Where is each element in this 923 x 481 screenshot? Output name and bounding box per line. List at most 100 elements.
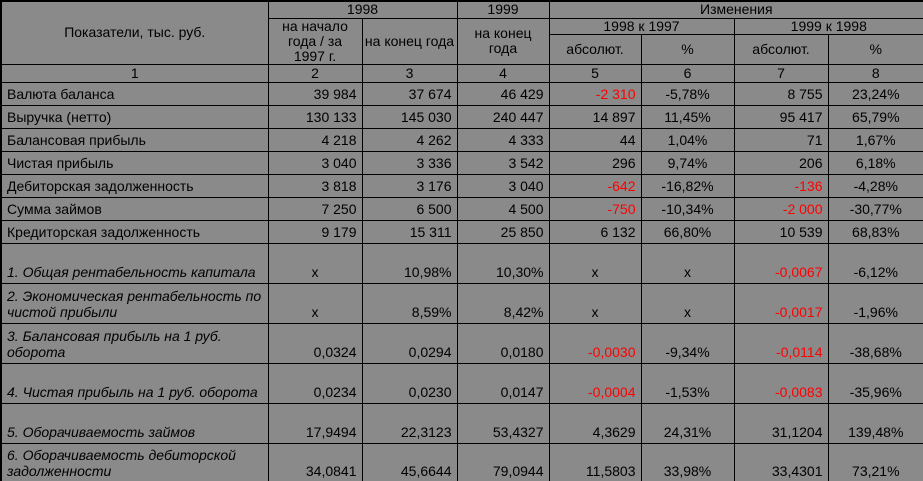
table-row: 4. Чистая прибыль на 1 руб. оборота 0,023… <box>0 362 923 404</box>
row-label: Дебиторская задолженность <box>0 173 269 198</box>
col-number: 2 <box>267 63 363 83</box>
header-year-1999: 1999 <box>456 0 550 19</box>
value-cell: -0,0004 <box>548 362 642 404</box>
col-number: 6 <box>640 63 735 83</box>
table-row: Балансовая прибыль 4 218 4 262 4 333 44 1,04%… <box>0 127 923 152</box>
value-cell: 0,0324 <box>267 322 363 364</box>
value-cell: 4 500 <box>456 196 550 221</box>
value-cell: 15 311 <box>361 219 458 244</box>
value-cell: 0,0234 <box>267 362 363 404</box>
header-row-years: Показатели, тыс. руб. 1998 1999 Изменени… <box>0 0 923 65</box>
value-cell: 3 818 <box>267 173 363 198</box>
row-label: 6. Оборачиваемость дебиторской задолженн… <box>0 442 269 481</box>
value-cell: 31,1204 <box>733 402 829 444</box>
table-body: Валюта баланса 39 984 37 674 46 429 -2 310 -5… <box>0 81 923 481</box>
table-row: Сумма займов 7 250 6 500 4 500 -750 -10,34% -2… <box>0 196 923 221</box>
value-cell: 95 417 <box>733 104 829 129</box>
row-label: 5. Оборачиваемость займов <box>0 402 269 444</box>
header-end-1998: на конец года <box>361 17 458 65</box>
value-cell: -38,68% <box>827 322 923 364</box>
col-number: 3 <box>361 63 458 83</box>
row-label: Кредиторская задолженность <box>0 219 269 244</box>
value-cell: 73,21% <box>827 442 923 481</box>
value-cell: -9,34% <box>640 322 735 364</box>
value-cell: 22,3123 <box>361 402 458 444</box>
value-cell: 24,31% <box>640 402 735 444</box>
value-cell: x <box>267 282 363 324</box>
value-cell: 3 176 <box>361 173 458 198</box>
value-cell: 10 539 <box>733 219 829 244</box>
value-cell: 6,18% <box>827 150 923 175</box>
value-cell: 66,80% <box>640 219 735 244</box>
value-cell: 11,45% <box>640 104 735 129</box>
header-absolute-1: абсолют. <box>548 33 642 65</box>
value-cell: 3 040 <box>267 150 363 175</box>
value-cell: -2 310 <box>548 81 642 106</box>
row-label: 4. Чистая прибыль на 1 руб. оборота <box>0 362 269 404</box>
value-cell: x <box>267 242 363 284</box>
value-cell: 46 429 <box>456 81 550 106</box>
value-cell: 3 336 <box>361 150 458 175</box>
value-cell: 45,6644 <box>361 442 458 481</box>
value-cell: -136 <box>733 173 829 198</box>
header-start-1997: на начало года / за 1997 г. <box>267 17 363 65</box>
value-cell: 17,9494 <box>267 402 363 444</box>
value-cell: -0,0114 <box>733 322 829 364</box>
value-cell: x <box>548 242 642 284</box>
value-cell: x <box>548 282 642 324</box>
row-label: Балансовая прибыль <box>0 127 269 152</box>
value-cell: 0,0230 <box>361 362 458 404</box>
col-number: 5 <box>548 63 642 83</box>
row-label: Валюта баланса <box>0 81 269 106</box>
value-cell: 0,0180 <box>456 322 550 364</box>
value-cell: 139,48% <box>827 402 923 444</box>
value-cell: -30,77% <box>827 196 923 221</box>
value-cell: 130 133 <box>267 104 363 129</box>
header-percent-2: % <box>827 33 923 65</box>
header-changes: Изменения <box>548 0 923 19</box>
value-cell: x <box>640 282 735 324</box>
value-cell: 3 040 <box>456 173 550 198</box>
value-cell: 3 542 <box>456 150 550 175</box>
row-label: 2. Экономическая рентабельность по чисто… <box>0 282 269 324</box>
header-absolute-2: абсолют. <box>733 33 829 65</box>
value-cell: 8,59% <box>361 282 458 324</box>
row-label: Выручка (нетто) <box>0 104 269 129</box>
value-cell: 10,30% <box>456 242 550 284</box>
table-row: 2. Экономическая рентабельность по чисто… <box>0 282 923 324</box>
col-number: 1 <box>0 63 269 83</box>
header-year-1998: 1998 <box>267 0 458 19</box>
value-cell: -750 <box>548 196 642 221</box>
value-cell: 0,0294 <box>361 322 458 364</box>
value-cell: 4 262 <box>361 127 458 152</box>
value-cell: 25 850 <box>456 219 550 244</box>
header-indicators: Показатели, тыс. руб. <box>0 0 269 65</box>
value-cell: 65,79% <box>827 104 923 129</box>
value-cell: 11,5803 <box>548 442 642 481</box>
value-cell: 4 333 <box>456 127 550 152</box>
header-row-column-numbers: 1 2 3 4 5 6 7 8 <box>0 63 923 83</box>
row-label: 1. Общая рентабельность капитала <box>0 242 269 284</box>
header-chg-1999-1998: 1999 к 1998 <box>733 17 923 35</box>
table-row: Чистая прибыль 3 040 3 336 3 542 296 9,74% 206… <box>0 150 923 175</box>
table-row: 5. Оборачиваемость займов 17,9494 22,3123 5… <box>0 402 923 444</box>
value-cell: 9,74% <box>640 150 735 175</box>
value-cell: 0,0147 <box>456 362 550 404</box>
value-cell: 145 030 <box>361 104 458 129</box>
col-number: 4 <box>456 63 550 83</box>
value-cell: 71 <box>733 127 829 152</box>
value-cell: -5,78% <box>640 81 735 106</box>
value-cell: -0,0030 <box>548 322 642 364</box>
table-row: Выручка (нетто) 130 133 145 030 240 447 14 8… <box>0 104 923 129</box>
table-row: 6. Оборачиваемость дебиторской задолженн… <box>0 442 923 481</box>
value-cell: -1,53% <box>640 362 735 404</box>
value-cell: 240 447 <box>456 104 550 129</box>
value-cell: -642 <box>548 173 642 198</box>
value-cell: -4,28% <box>827 173 923 198</box>
value-cell: 33,98% <box>640 442 735 481</box>
value-cell: 4 218 <box>267 127 363 152</box>
value-cell: 6 132 <box>548 219 642 244</box>
value-cell: -2 000 <box>733 196 829 221</box>
